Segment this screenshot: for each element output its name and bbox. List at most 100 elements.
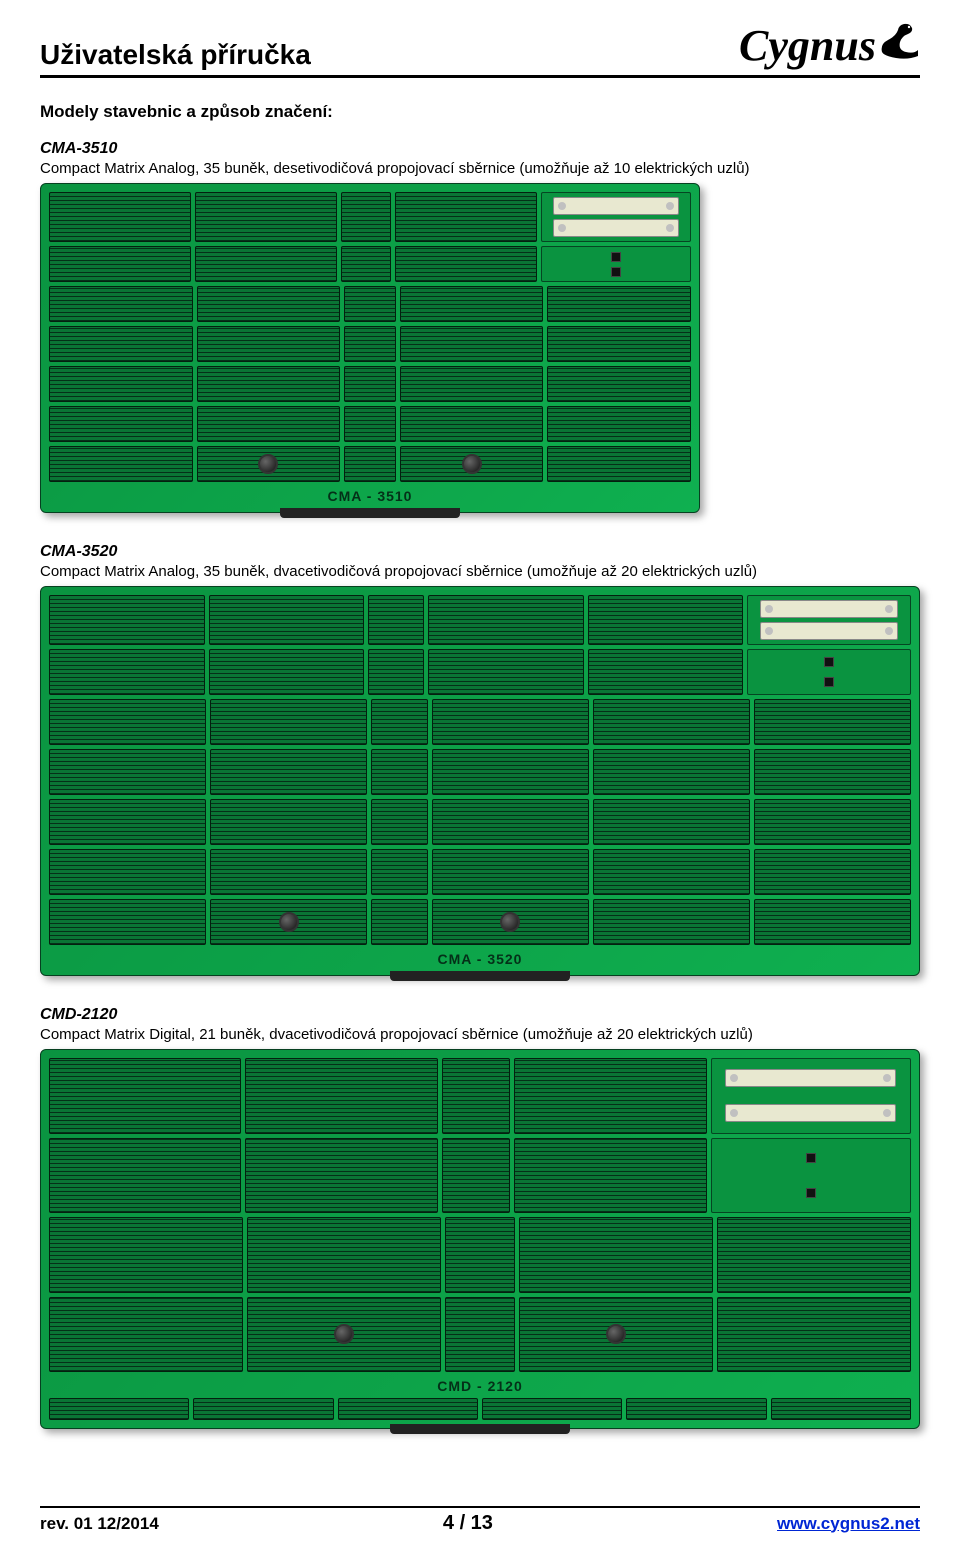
footer-page-number: 4 / 13 <box>443 1512 493 1535</box>
breadboard-cell <box>717 1217 911 1293</box>
breadboard-cell <box>754 749 911 795</box>
breadboard-cell <box>197 326 341 362</box>
breadboard-cell <box>547 366 691 402</box>
edge-connector <box>390 1424 570 1434</box>
breadboard-cell <box>754 799 911 845</box>
breadboard-cell <box>49 286 193 322</box>
power-cell <box>711 1138 911 1214</box>
breadboard-cell <box>49 192 191 242</box>
breadboard-cell <box>754 849 911 895</box>
bus-cell <box>49 1398 189 1420</box>
breadboard-cell <box>197 446 341 482</box>
smd-component <box>806 1188 816 1198</box>
edge-connector <box>390 971 570 981</box>
board-label-row: CMA - 3520 <box>49 945 911 967</box>
board-model-label: CMA - 3520 <box>438 951 523 967</box>
board-row <box>49 849 911 895</box>
breadboard-cell <box>371 749 427 795</box>
board-model-label: CMA - 3510 <box>328 488 413 504</box>
breadboard-cell <box>432 899 589 945</box>
battery-slot <box>760 622 898 640</box>
breadboard-cell <box>344 366 396 402</box>
smd-component <box>824 677 834 687</box>
model-block: CMA-3520Compact Matrix Analog, 35 buněk,… <box>40 543 920 976</box>
breadboard-cell <box>754 699 911 745</box>
model-description: Compact Matrix Analog, 35 buněk, desetiv… <box>40 160 920 177</box>
breadboard-cell <box>368 595 424 645</box>
footer-url: www.cygnus2.net <box>777 1514 920 1534</box>
edge-connector <box>280 508 460 518</box>
board-label-row: CMA - 3510 <box>49 482 691 504</box>
pcb-board: CMA - 3520 <box>40 586 920 976</box>
power-cell <box>747 595 911 645</box>
breadboard-cell <box>400 286 544 322</box>
breadboard-cell <box>210 699 367 745</box>
breadboard-cell <box>400 446 544 482</box>
battery-slot <box>553 219 679 237</box>
breadboard-cell <box>519 1217 713 1293</box>
board-row <box>49 326 691 362</box>
breadboard-cell <box>442 1058 511 1134</box>
board-row <box>49 286 691 322</box>
footer-revision: rev. 01 12/2014 <box>40 1514 159 1534</box>
board-row <box>49 749 911 795</box>
bus-cell <box>771 1398 911 1420</box>
power-cell <box>711 1058 911 1134</box>
breadboard-cell <box>547 326 691 362</box>
breadboard-cell <box>49 406 193 442</box>
breadboard-cell <box>49 1297 243 1373</box>
breadboard-cell <box>247 1217 441 1293</box>
model-block: CMD-2120Compact Matrix Digital, 21 buněk… <box>40 1006 920 1429</box>
breadboard-cell <box>247 1297 441 1373</box>
breadboard-cell <box>593 749 750 795</box>
brand-logo: Cygnus <box>739 20 920 71</box>
potentiometer-knob <box>500 912 520 932</box>
swan-icon <box>878 20 920 71</box>
potentiometer-knob <box>334 1324 354 1344</box>
potentiometer-knob <box>279 912 299 932</box>
breadboard-cell <box>368 649 424 695</box>
breadboard-cell <box>371 849 427 895</box>
breadboard-cell <box>210 749 367 795</box>
pcb-board: CMD - 2120 <box>40 1049 920 1429</box>
breadboard-cell <box>197 406 341 442</box>
breadboard-cell <box>593 849 750 895</box>
board-model-label: CMD - 2120 <box>437 1378 522 1394</box>
breadboard-cell <box>432 749 589 795</box>
breadboard-cell <box>195 192 337 242</box>
breadboard-cell <box>195 246 337 282</box>
breadboard-cell <box>209 595 365 645</box>
breadboard-cell <box>344 406 396 442</box>
breadboard-cell <box>432 699 589 745</box>
breadboard-cell <box>442 1138 511 1214</box>
breadboard-cell <box>395 246 537 282</box>
breadboard-cell <box>519 1297 713 1373</box>
board-row <box>49 699 911 745</box>
breadboard-cell <box>245 1058 437 1134</box>
board-row <box>49 1297 911 1373</box>
model-name: CMD-2120 <box>40 1006 920 1024</box>
board-row <box>49 406 691 442</box>
breadboard-cell <box>400 326 544 362</box>
bus-cell <box>193 1398 333 1420</box>
breadboard-cell <box>593 799 750 845</box>
models-list: CMA-3510Compact Matrix Analog, 35 buněk,… <box>40 140 920 1429</box>
model-description: Compact Matrix Analog, 35 buněk, dvaceti… <box>40 563 920 580</box>
breadboard-cell <box>371 699 427 745</box>
breadboard-cell <box>344 326 396 362</box>
board-row <box>49 1138 911 1214</box>
breadboard-cell <box>49 366 193 402</box>
header-title: Uživatelská příručka <box>40 39 311 71</box>
breadboard-cell <box>49 1217 243 1293</box>
power-cell <box>541 246 691 282</box>
breadboard-cell <box>344 286 396 322</box>
page-footer: rev. 01 12/2014 4 / 13 www.cygnus2.net <box>40 1506 920 1535</box>
breadboard-cell <box>210 799 367 845</box>
bottom-bus <box>49 1398 911 1420</box>
breadboard-cell <box>400 366 544 402</box>
model-block: CMA-3510Compact Matrix Analog, 35 buněk,… <box>40 140 920 513</box>
bus-cell <box>482 1398 622 1420</box>
board-row <box>49 366 691 402</box>
battery-slot <box>760 600 898 618</box>
breadboard-cell <box>588 649 744 695</box>
